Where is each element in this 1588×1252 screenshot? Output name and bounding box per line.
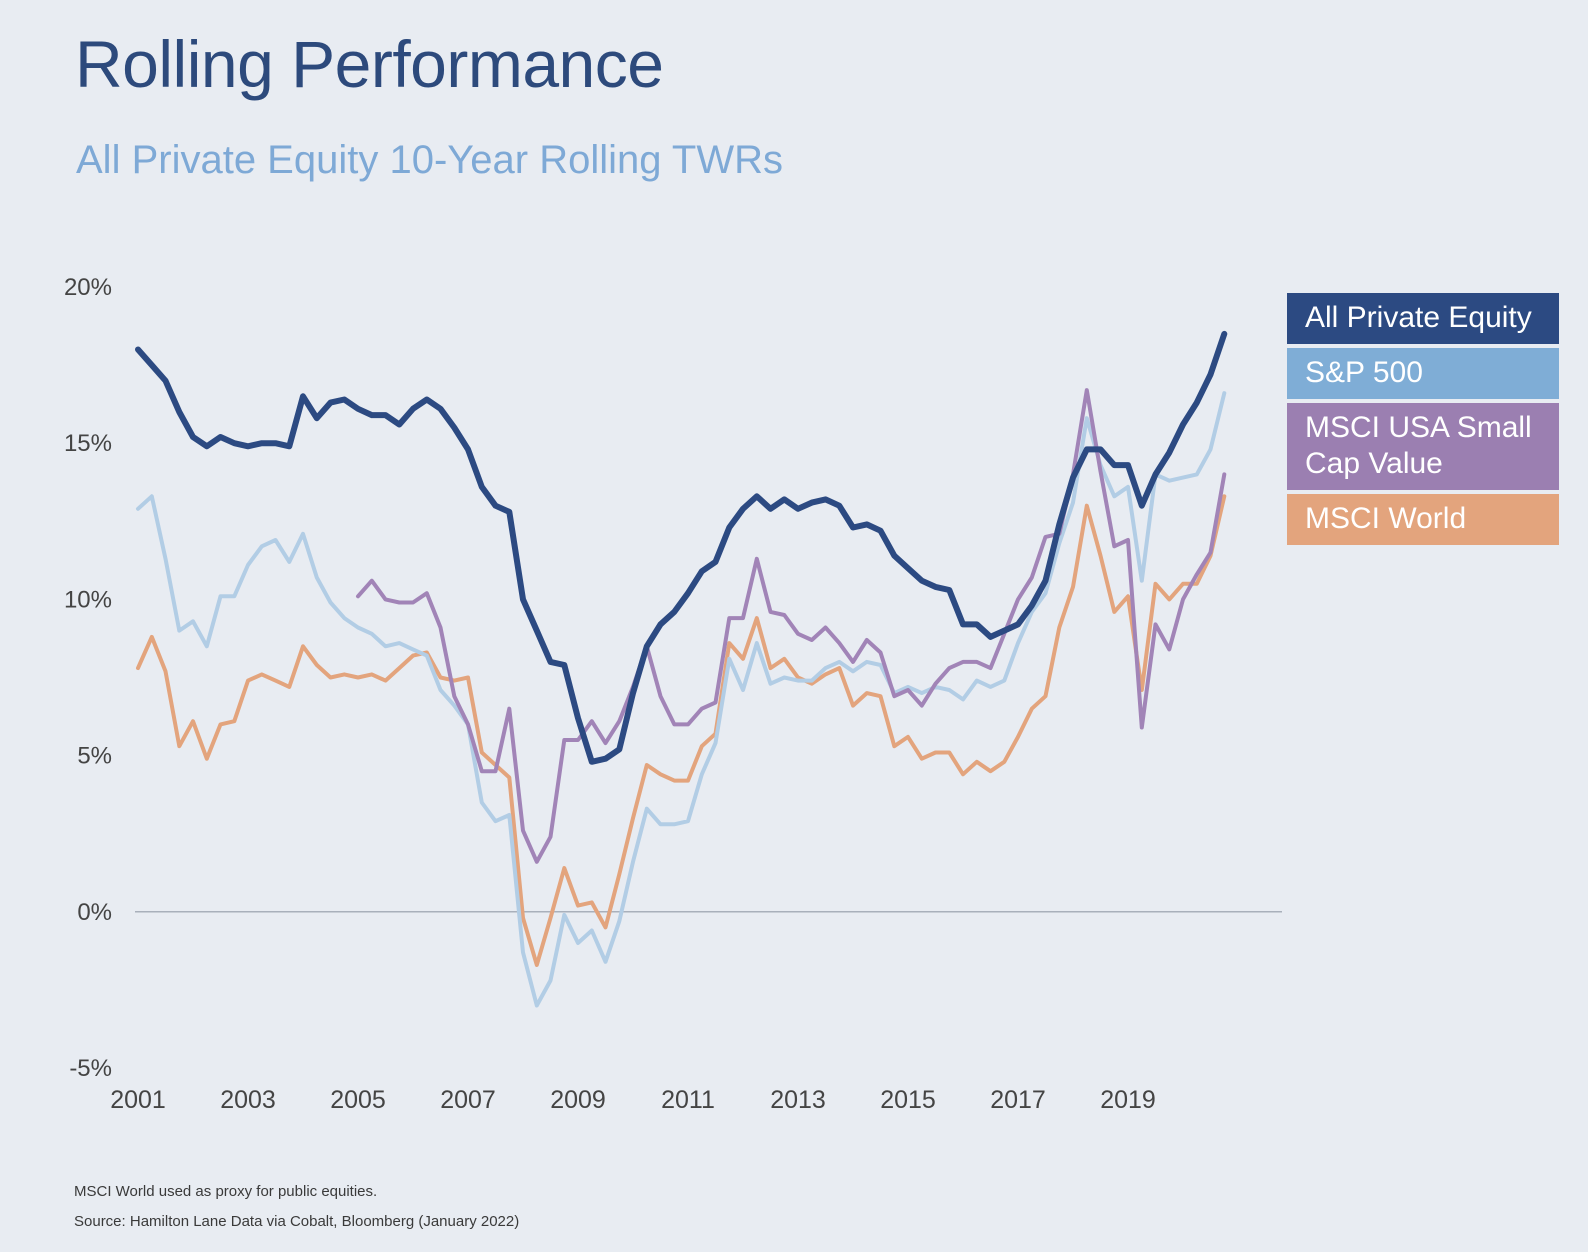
x-tick-label: 2001 [110, 1086, 166, 1114]
x-tick-label: 2011 [661, 1086, 715, 1114]
series-line-sp-500 [136, 391, 1227, 1008]
footnote-source: Source: Hamilton Lane Data via Cobalt, B… [74, 1213, 520, 1230]
x-tick-label: 2013 [770, 1086, 826, 1114]
y-tick-label: 5% [77, 743, 112, 770]
legend-item-msci-world: MSCI World [1287, 494, 1559, 545]
page-title: Rolling Performance [75, 27, 664, 101]
y-tick-label: 20% [64, 274, 112, 301]
x-tick-label: 2017 [990, 1086, 1046, 1114]
series-line-msci-world [136, 494, 1227, 967]
footnote-proxy: MSCI World used as proxy for public equi… [74, 1183, 378, 1200]
x-tick-label: 2007 [440, 1086, 496, 1114]
x-tick-label: 2015 [880, 1086, 936, 1114]
legend-item-sp-500: S&P 500 [1287, 348, 1559, 399]
series-line-all-private-equity [135, 330, 1228, 765]
x-tick-label: 2019 [1100, 1086, 1156, 1114]
y-tick-label: -5% [69, 1055, 112, 1082]
chart-legend: All Private Equity S&P 500 MSCI USA Smal… [1287, 293, 1559, 549]
x-tick-label: 2005 [330, 1086, 386, 1114]
page-subtitle: All Private Equity 10-Year Rolling TWRs [76, 138, 783, 182]
x-tick-label: 2009 [550, 1086, 606, 1114]
series-line-msci-usa-small-cap-value [356, 388, 1227, 864]
legend-item-msci-usa-small-cap-value: MSCI USA Small Cap Value [1287, 403, 1559, 490]
y-tick-label: 10% [64, 586, 112, 613]
y-tick-label: 0% [77, 899, 112, 926]
legend-item-all-private-equity: All Private Equity [1287, 293, 1559, 344]
y-tick-label: 15% [64, 430, 112, 457]
x-tick-label: 2003 [220, 1086, 276, 1114]
